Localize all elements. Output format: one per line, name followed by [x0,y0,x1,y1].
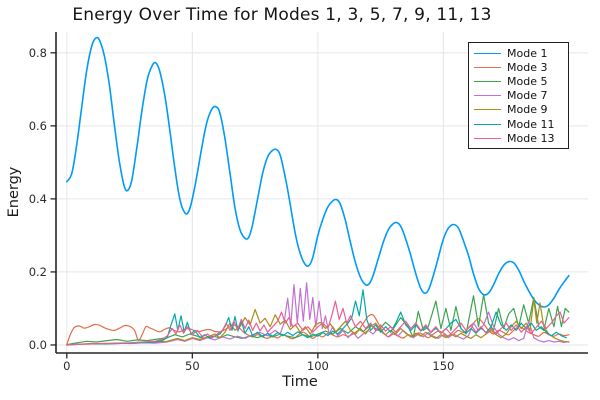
legend-label: Mode 7 [507,89,548,103]
y-axis-label: Energy [6,166,22,218]
legend: Mode 1 Mode 3 Mode 5 Mode 7 Mode 9 Mode 11 Mod… [468,42,569,150]
legend-item-mode-11: Mode 11 [469,117,568,131]
x-axis-label: Time [282,374,318,390]
legend-item-mode-7: Mode 7 [469,89,568,103]
legend-label: Mode 3 [507,60,548,74]
series-line-mode-13 [66,300,570,346]
y-tick-label: 0.4 [29,192,47,206]
legend-item-mode-9: Mode 9 [469,103,568,117]
legend-line-sample [474,123,501,125]
x-tick-label: 0 [63,359,70,373]
y-tick-label: 0.0 [29,338,47,352]
x-tick-label: 150 [432,359,454,373]
legend-label: Mode 5 [507,74,548,88]
legend-label: Mode 11 [507,117,555,131]
legend-line-sample [474,137,501,139]
legend-line-sample [474,52,501,54]
legend-item-mode-5: Mode 5 [469,74,568,88]
legend-line-sample [474,109,501,111]
legend-line-sample [474,80,501,82]
chart-title: Energy Over Time for Modes 1, 3, 5, 7, 9… [72,5,492,25]
legend-item-mode-1: Mode 1 [469,46,568,60]
series-line-mode-5 [66,294,570,346]
y-tick-label: 0.8 [29,46,47,60]
legend-line-sample [474,95,501,97]
legend-item-mode-13: Mode 13 [469,131,568,145]
legend-label: Mode 9 [507,103,548,117]
x-tick-label: 50 [185,359,200,373]
series-line-mode-1 [66,36,570,308]
legend-item-mode-3: Mode 3 [469,60,568,74]
y-tick-label: 0.6 [29,119,47,133]
legend-line-sample [474,66,501,68]
y-tick-label: 0.2 [29,265,47,279]
legend-label: Mode 13 [507,131,555,145]
legend-label: Mode 1 [507,46,548,60]
x-tick-label: 100 [307,359,329,373]
